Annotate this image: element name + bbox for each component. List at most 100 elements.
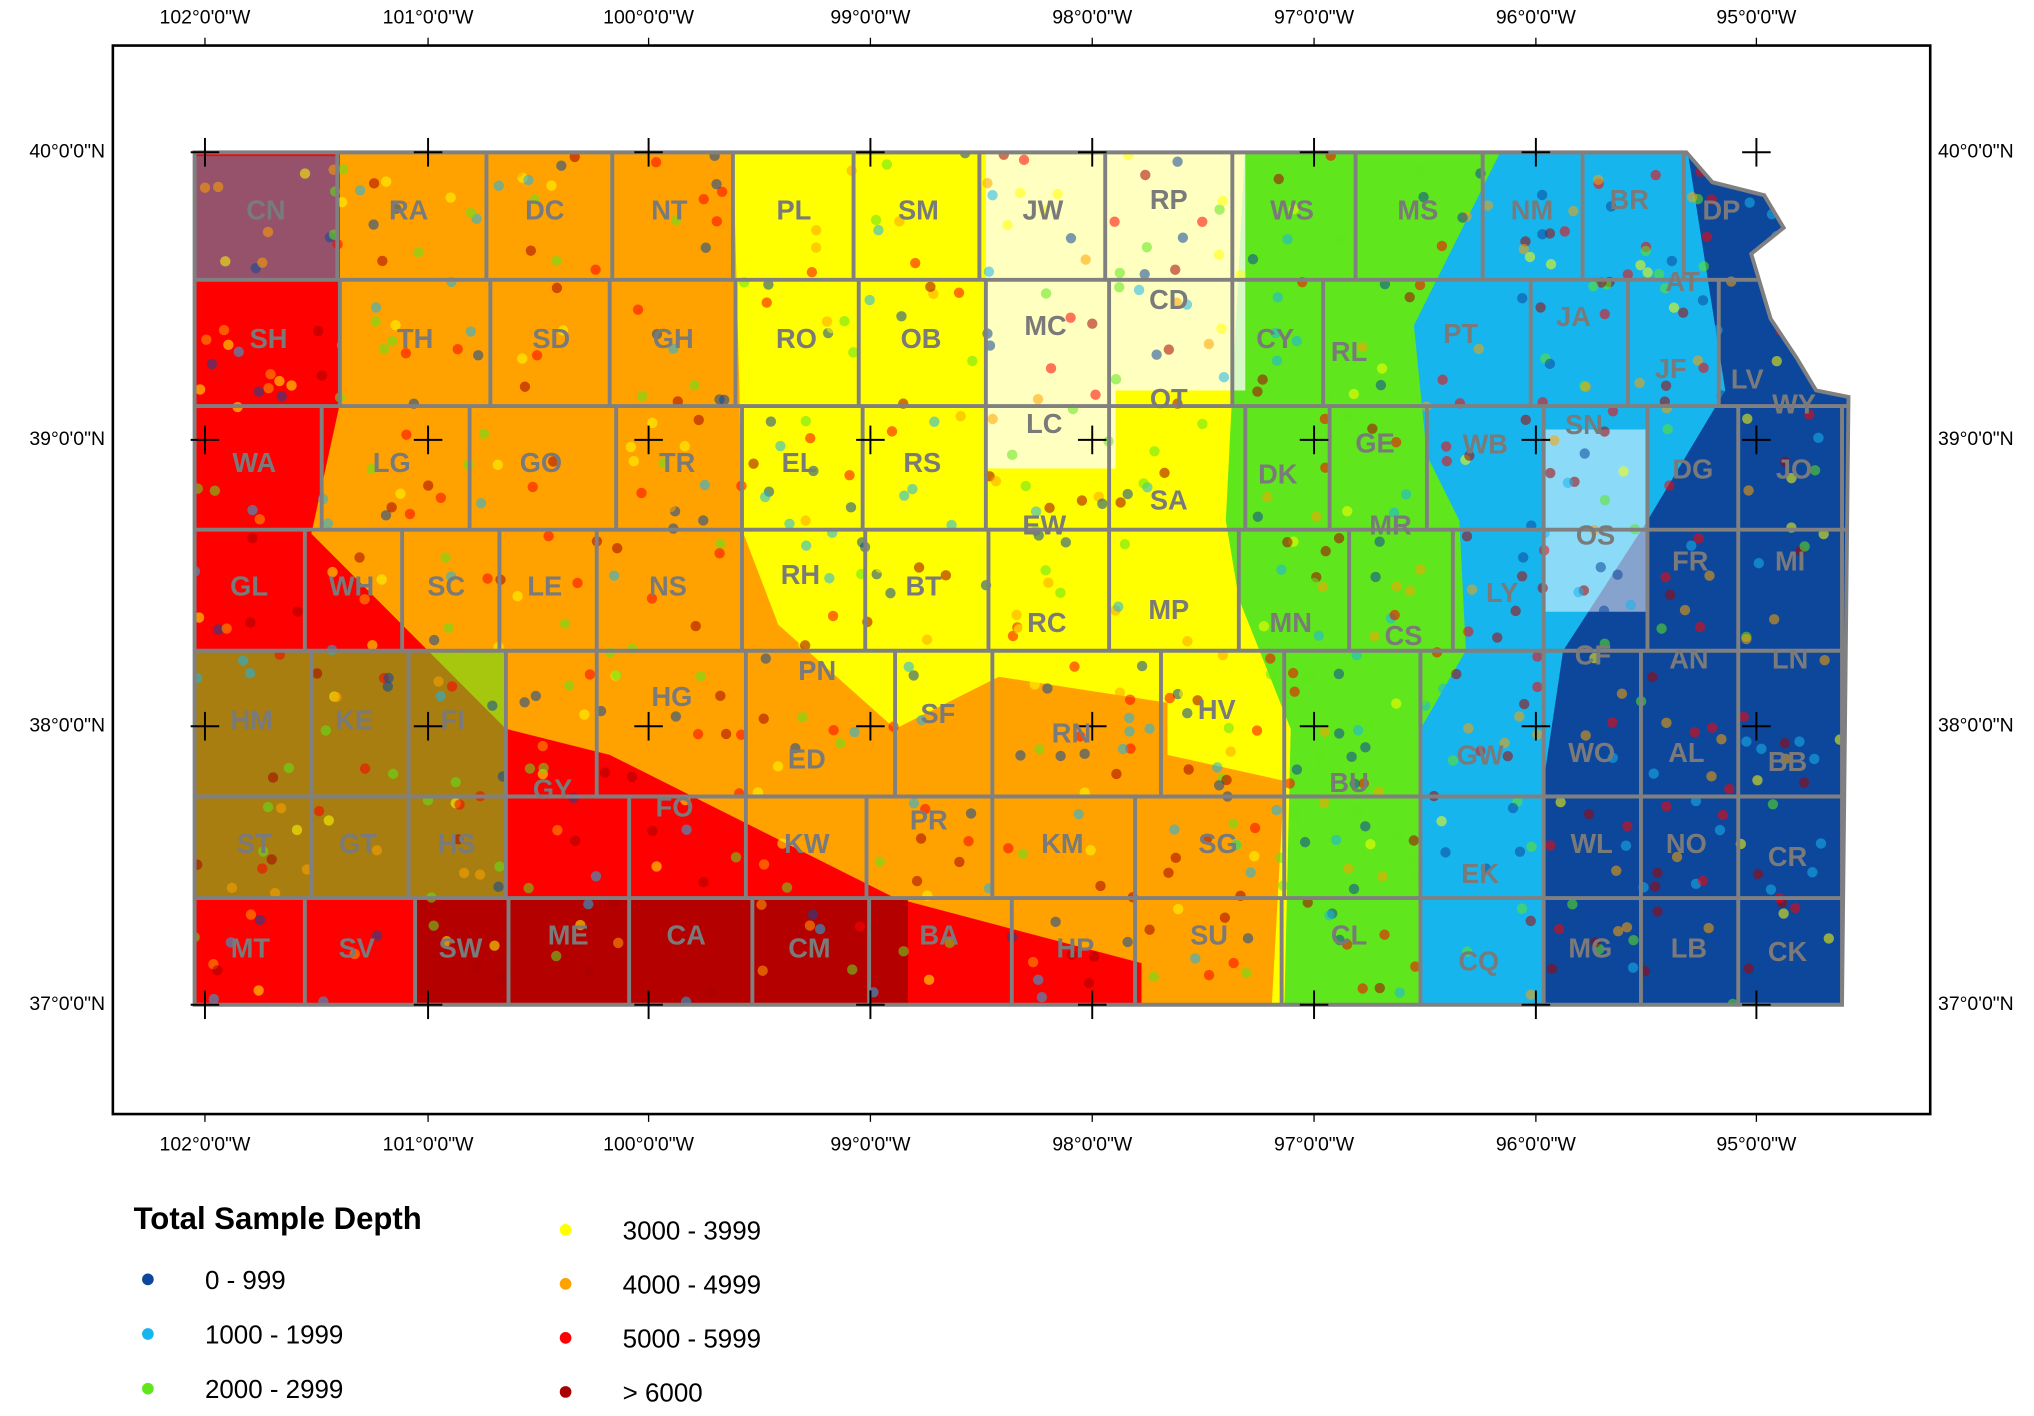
speckle [1473,343,1484,355]
speckle [1525,989,1537,1000]
county-label: BU [1329,767,1368,798]
speckle [575,919,586,931]
speckle [237,655,249,666]
speckle [1687,192,1698,203]
county-label: NM [1511,194,1553,225]
speckle [428,634,440,646]
speckle [990,475,1002,487]
speckle [681,824,692,835]
speckle [1171,297,1182,308]
county-label: CF [1575,639,1611,670]
speckle [1668,929,1680,940]
speckle [668,343,679,354]
speckle [1514,711,1525,722]
speckle [698,194,709,205]
speckle [711,216,723,227]
speckle [1223,722,1234,734]
speckle [1407,855,1419,867]
speckle [1124,726,1135,737]
speckle [557,325,569,336]
speckle [1799,541,1810,552]
speckle [1717,809,1729,821]
speckle [1182,636,1193,647]
speckle [636,700,648,711]
county-label: FO [656,792,694,823]
speckle [380,176,392,187]
speckle [435,337,447,349]
speckle [345,992,357,1003]
speckle [383,672,394,684]
speckle [1532,681,1543,693]
speckle [1741,736,1752,747]
legend-label: 1000 - 1999 [205,1319,343,1349]
county-label: RS [903,447,941,478]
speckle [1549,435,1560,446]
speckle [804,920,816,931]
speckle [1622,269,1633,280]
speckle [1217,195,1228,207]
speckle [700,242,712,253]
speckle [262,226,274,238]
speckle [1461,531,1473,542]
speckle [1580,730,1591,741]
speckle [1532,651,1543,662]
speckle [1627,962,1639,973]
county-label: SW [439,932,483,963]
speckle [395,488,406,499]
speckle [916,714,927,726]
speckle [1409,872,1421,883]
speckle [1588,280,1599,292]
speckle [1214,204,1225,215]
legend-swatch [559,1386,572,1398]
speckle [1690,795,1702,807]
speckle [493,881,504,892]
speckle [1623,730,1634,741]
speckle [1660,571,1671,583]
speckle [1463,626,1474,637]
speckle [1066,949,1077,960]
speckle [1671,851,1683,863]
speckle [1790,902,1801,914]
speckle [1164,692,1176,704]
speckle [530,690,542,702]
speckle [874,562,886,573]
speckle [1273,173,1284,185]
speckle [1181,299,1193,310]
county-label: OB [901,323,942,354]
county-label: FR [1672,546,1709,577]
speckle [1040,565,1051,576]
speckle [1271,804,1282,816]
speckle [1544,228,1556,239]
county-label: MC [1024,310,1066,341]
speckle [539,204,550,215]
speckle [1471,638,1482,649]
speckle [1560,680,1571,691]
speckle [1635,259,1646,271]
speckle [492,459,503,470]
speckle [525,245,537,256]
speckle [810,242,822,253]
speckle [967,355,978,367]
lon-label: 97°0'0"W [1274,1133,1355,1155]
speckle [1313,630,1325,641]
speckle [1598,605,1610,616]
speckle [899,490,910,501]
speckle [1074,731,1086,742]
county-label: RO [776,323,817,354]
speckle [808,465,819,477]
speckle [370,302,382,313]
legend-label: 3000 - 3999 [623,1215,761,1245]
speckle [1247,253,1259,265]
speckle [1741,633,1752,645]
speckle [1590,937,1601,948]
speckle [572,577,583,589]
speckle [1377,871,1388,882]
county-label: JW [1023,194,1064,225]
speckle [1030,506,1042,517]
county-label: CY [1256,323,1294,354]
speckle [1607,717,1618,728]
speckle [1545,467,1556,479]
speckle [1219,912,1231,923]
legend-label: 5000 - 5999 [623,1323,761,1353]
